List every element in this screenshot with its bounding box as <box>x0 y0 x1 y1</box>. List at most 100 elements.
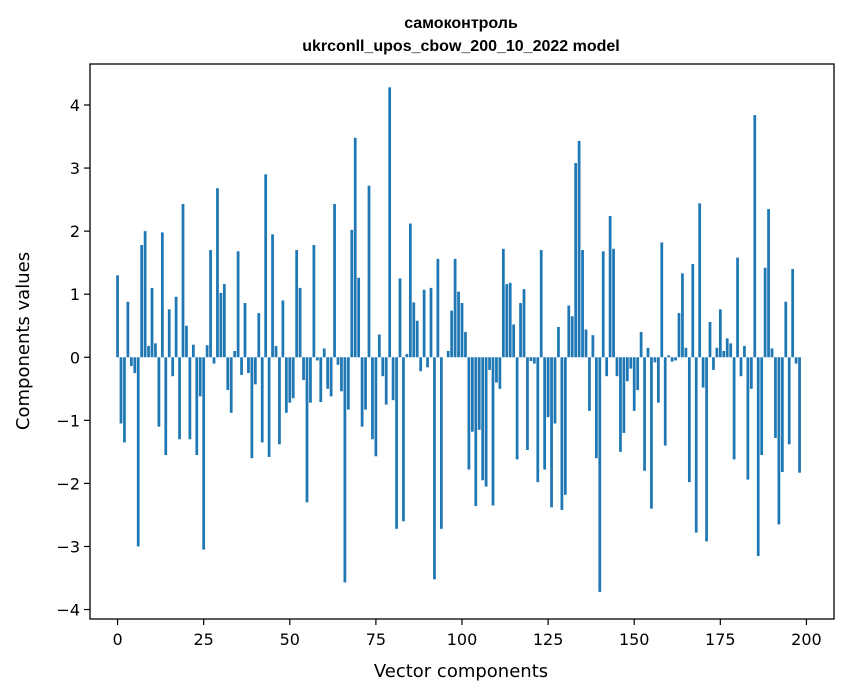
bar <box>429 287 433 358</box>
bar <box>150 287 154 358</box>
bar <box>622 357 626 433</box>
bar <box>698 203 702 358</box>
bar <box>777 357 781 525</box>
bar <box>257 313 261 358</box>
bar <box>460 303 464 358</box>
bar <box>426 357 429 368</box>
bar <box>374 357 378 457</box>
bar <box>519 303 522 358</box>
bar <box>705 357 708 542</box>
bar <box>350 229 354 358</box>
bar <box>784 301 788 358</box>
bar <box>756 357 760 556</box>
bar <box>498 357 502 389</box>
bar <box>391 357 395 401</box>
bar <box>732 357 736 460</box>
bar <box>567 305 571 358</box>
bar <box>422 289 426 358</box>
bar <box>474 357 478 507</box>
bar <box>336 357 340 365</box>
bar <box>312 245 316 358</box>
bar <box>305 357 309 503</box>
x-tick-label: 25 <box>193 630 213 649</box>
bar <box>591 335 595 358</box>
bar <box>515 357 519 460</box>
bar <box>656 357 660 403</box>
bar <box>405 354 409 358</box>
bar <box>126 301 130 358</box>
bar <box>395 357 398 529</box>
bar <box>274 345 278 358</box>
bar <box>326 357 330 389</box>
bar <box>371 357 374 440</box>
bar <box>457 291 460 358</box>
bar <box>601 251 605 358</box>
bar <box>384 357 388 405</box>
bar <box>360 357 364 427</box>
bar <box>381 357 385 377</box>
bar <box>309 357 312 403</box>
bar <box>512 324 516 358</box>
bar <box>167 309 171 358</box>
bar <box>484 357 488 487</box>
bar <box>446 350 450 358</box>
bar <box>505 284 509 358</box>
bar <box>543 357 547 470</box>
bar <box>629 357 633 369</box>
bar <box>522 289 526 358</box>
bar <box>619 357 622 452</box>
bar <box>123 357 126 443</box>
x-axis-label: Vector components <box>374 661 548 682</box>
bar <box>770 348 774 358</box>
chart-subtitle: ukrconll_upos_cbow_200_10_2022 model <box>302 38 619 55</box>
bar <box>739 357 743 377</box>
bar <box>278 357 281 445</box>
bar <box>178 357 181 440</box>
bar <box>298 287 302 358</box>
bar <box>574 163 578 358</box>
y-tick-label: 4 <box>70 96 80 115</box>
bar <box>687 357 691 483</box>
bar <box>763 267 767 358</box>
bar <box>408 223 412 358</box>
bar <box>798 357 801 473</box>
bar <box>718 309 722 358</box>
bar <box>594 357 598 459</box>
bar <box>736 257 739 358</box>
bar <box>315 357 319 361</box>
bar <box>402 357 405 522</box>
y-axis-label: Components values <box>13 252 34 430</box>
bar <box>708 321 712 358</box>
x-tick-label: 200 <box>791 630 822 649</box>
bar <box>553 357 557 424</box>
bar <box>353 137 357 358</box>
bar <box>154 343 157 358</box>
bar <box>588 357 591 411</box>
bar <box>477 357 481 430</box>
bar <box>722 350 726 358</box>
bar <box>532 357 536 364</box>
bar <box>346 357 350 410</box>
bar <box>388 87 392 358</box>
bar <box>191 344 195 358</box>
x-tick-label: 175 <box>705 630 736 649</box>
bar <box>701 357 705 388</box>
bar <box>226 357 230 391</box>
y-tick-label: 2 <box>70 222 80 241</box>
y-tick-label: −1 <box>56 411 80 430</box>
bar <box>694 357 698 533</box>
bar <box>436 258 440 358</box>
bar <box>643 357 646 471</box>
bar <box>260 357 264 443</box>
bar <box>715 347 719 358</box>
bar <box>470 357 474 432</box>
bar <box>240 357 243 375</box>
bar <box>288 357 292 403</box>
bar <box>243 303 247 358</box>
bar <box>209 250 212 358</box>
bar <box>253 357 257 385</box>
bar <box>433 357 436 580</box>
bar <box>188 357 192 440</box>
bar <box>284 357 288 413</box>
